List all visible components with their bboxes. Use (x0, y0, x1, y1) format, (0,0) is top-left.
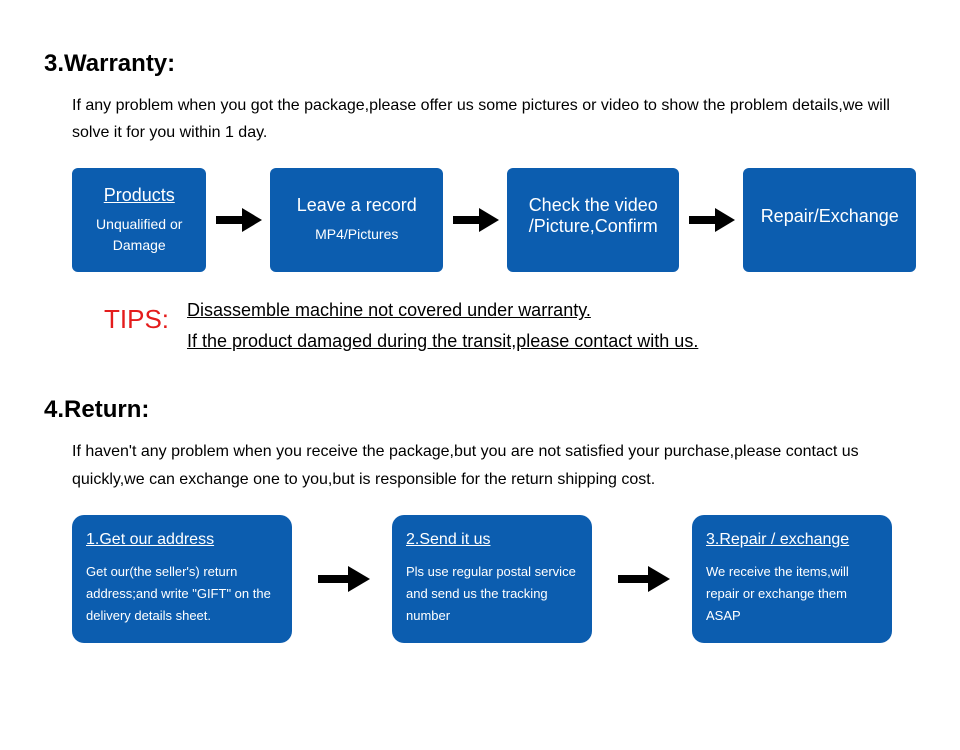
flow-box-sub: Unqualified or Damage (86, 214, 192, 256)
flow-box-sub: MP4/Pictures (315, 224, 398, 245)
warranty-flow: Products Unqualified or Damage Leave a r… (72, 168, 916, 272)
flow2-box-title: 1.Get our address (86, 531, 278, 549)
tips-block: TIPS: Disassemble machine not covered un… (104, 300, 916, 352)
flow-box-record: Leave a record MP4/Pictures (270, 168, 443, 272)
flow2-box-address: 1.Get our address Get our(the seller's) … (72, 515, 292, 643)
warranty-heading: 3.Warranty: (44, 50, 916, 78)
flow2-box-desc: Pls use regular postal service and send … (406, 561, 578, 627)
return-body: If haven't any problem when you receive … (72, 438, 916, 492)
flow-box-repair: Repair/Exchange (743, 168, 916, 272)
return-heading: 4.Return: (44, 396, 916, 424)
flow2-box-desc: We receive the items,will repair or exch… (706, 561, 878, 627)
flow-box-products: Products Unqualified or Damage (72, 168, 206, 272)
flow2-box-title: 3.Repair / exchange (706, 531, 878, 549)
warranty-body: If any problem when you got the package,… (72, 92, 916, 146)
tips-line: If the product damaged during the transi… (187, 331, 698, 352)
tips-line: Disassemble machine not covered under wa… (187, 300, 698, 321)
return-flow: 1.Get our address Get our(the seller's) … (72, 515, 916, 643)
flow-box-check: Check the video /Picture,Confirm (507, 168, 680, 272)
flow2-box-send: 2.Send it us Pls use regular postal serv… (392, 515, 592, 643)
flow2-box-desc: Get our(the seller's) return address;and… (86, 561, 278, 627)
tips-label: TIPS: (104, 304, 169, 335)
flow-box-title: Leave a record (297, 195, 417, 216)
flow-box-title: Check the video /Picture,Confirm (521, 195, 666, 237)
arrow-icon (292, 564, 392, 594)
arrow-icon (443, 206, 507, 234)
arrow-icon (679, 206, 743, 234)
arrow-icon (206, 206, 270, 234)
flow2-box-title: 2.Send it us (406, 531, 578, 549)
flow-box-title: Repair/Exchange (761, 206, 899, 227)
arrow-icon (592, 564, 692, 594)
tips-lines: Disassemble machine not covered under wa… (187, 300, 698, 352)
flow2-box-exchange: 3.Repair / exchange We receive the items… (692, 515, 892, 643)
flow-box-title: Products (104, 185, 175, 206)
